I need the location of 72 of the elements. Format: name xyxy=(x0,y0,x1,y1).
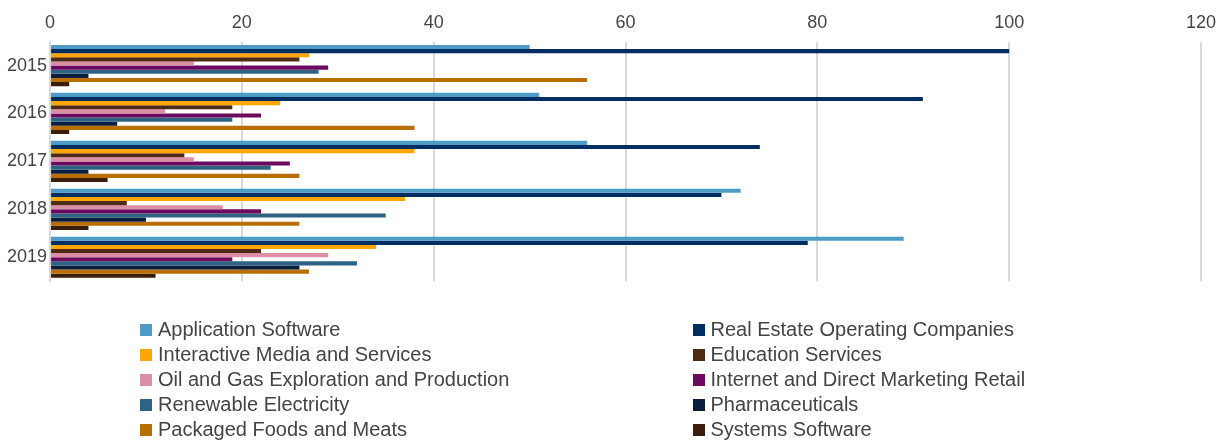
bar xyxy=(51,109,166,114)
bar xyxy=(51,213,386,218)
bar xyxy=(51,165,271,170)
y-tick-label: 2015 xyxy=(7,54,48,75)
x-tick-label: 20 xyxy=(231,11,252,32)
bar xyxy=(51,77,588,83)
bar xyxy=(51,201,127,206)
x-tick-label: 100 xyxy=(994,11,1025,32)
bar xyxy=(51,129,70,135)
bar xyxy=(51,157,194,162)
bar xyxy=(51,125,415,130)
bar xyxy=(51,57,300,62)
bar xyxy=(51,236,904,241)
bar xyxy=(51,225,89,230)
bar xyxy=(51,92,540,97)
bar xyxy=(51,49,1010,54)
bar xyxy=(51,161,290,166)
legend-label: Packaged Foods and Meats xyxy=(158,417,408,442)
bar xyxy=(51,188,741,193)
bar xyxy=(51,265,300,270)
bar xyxy=(51,144,760,150)
bar xyxy=(51,61,194,66)
bar xyxy=(51,196,405,202)
x-tick-label: 40 xyxy=(423,11,444,32)
bar xyxy=(51,153,185,158)
bar xyxy=(51,105,233,110)
bar xyxy=(51,253,329,258)
legend-label: Renewable Electricity xyxy=(158,392,350,417)
bar xyxy=(51,113,262,118)
y-tick-label: 2017 xyxy=(7,150,48,171)
bar xyxy=(51,140,588,145)
bar xyxy=(51,173,300,178)
bar xyxy=(51,149,415,154)
legend-label: Interactive Media and Services xyxy=(158,342,432,367)
bar xyxy=(51,69,319,74)
bar xyxy=(51,209,262,214)
bar xyxy=(51,217,146,222)
bar xyxy=(51,117,233,122)
bar xyxy=(51,97,923,102)
bar xyxy=(51,65,329,70)
bar xyxy=(51,121,118,126)
bar xyxy=(51,73,89,78)
legend-label: Education Services xyxy=(710,342,882,367)
x-tick-label: 0 xyxy=(45,11,56,32)
y-tick-label: 2019 xyxy=(7,246,48,267)
y-tick-label: 2016 xyxy=(7,102,48,123)
bar xyxy=(51,269,310,274)
bar xyxy=(51,101,281,106)
legend-label: Pharmaceuticals xyxy=(710,392,859,417)
legend-label: Internet and Direct Marketing Retail xyxy=(710,367,1026,392)
x-tick-label: 80 xyxy=(807,11,828,32)
legend-label: Application Software xyxy=(158,317,341,342)
bar xyxy=(51,82,70,87)
bar xyxy=(51,244,377,249)
bar xyxy=(51,53,310,58)
bar xyxy=(51,221,300,226)
x-tick-label: 60 xyxy=(615,11,636,32)
bar xyxy=(51,205,223,210)
bar xyxy=(51,44,530,50)
bar xyxy=(51,249,262,254)
bar xyxy=(51,192,722,197)
bar xyxy=(51,261,357,266)
bar xyxy=(51,273,156,278)
y-tick-label: 2018 xyxy=(7,198,48,219)
bar xyxy=(51,169,89,174)
legend-label: Oil and Gas Exploration and Production xyxy=(158,367,510,392)
legend-label: Real Estate Operating Companies xyxy=(710,317,1014,342)
bar xyxy=(51,257,233,262)
legend-label: Systems Software xyxy=(710,417,872,442)
bar xyxy=(51,177,108,183)
x-tick-label: 120 xyxy=(1185,11,1217,32)
bar xyxy=(51,240,808,245)
